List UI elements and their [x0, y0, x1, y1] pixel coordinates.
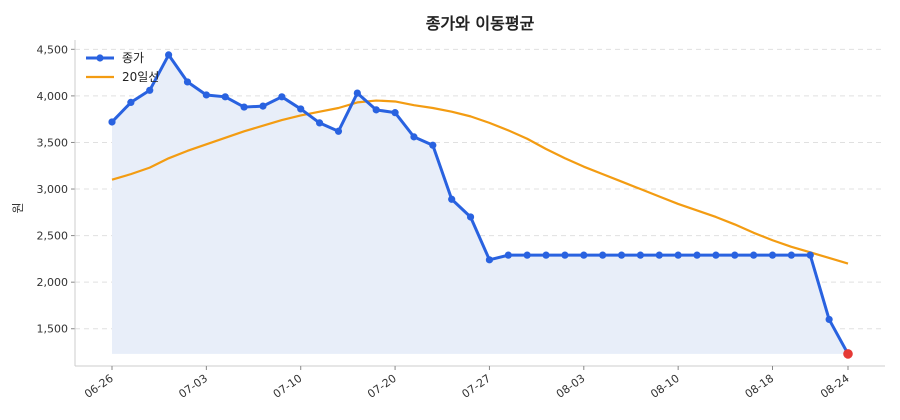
close-point	[806, 251, 814, 259]
close-point	[523, 251, 531, 259]
x-tick-label: 08-24	[818, 372, 852, 401]
y-tick-label: 3,000	[37, 183, 69, 196]
close-point	[674, 251, 682, 259]
close-point	[353, 89, 361, 97]
y-axis-title: 원	[11, 202, 25, 213]
close-point	[825, 315, 833, 324]
y-tick-label: 4,500	[37, 43, 69, 56]
close-point	[636, 251, 645, 259]
series-layer	[108, 51, 853, 359]
close-point	[448, 195, 456, 203]
close-point	[617, 251, 626, 259]
close-point	[278, 93, 286, 101]
close-point	[731, 251, 739, 259]
close-point	[259, 102, 267, 110]
y-tick-label: 2,000	[37, 276, 69, 289]
x-tick-label: 07-27	[460, 372, 494, 401]
close-point	[466, 213, 475, 221]
close-point	[315, 119, 324, 127]
area-layer	[112, 54, 848, 354]
close-point	[599, 251, 607, 259]
x-tick-label: 08-03	[554, 372, 588, 401]
chart-legend: 종가 20일선	[86, 51, 159, 84]
close-point	[542, 251, 550, 259]
close-point	[240, 103, 248, 111]
close-point	[297, 105, 305, 113]
y-tick-label: 4,000	[37, 90, 69, 103]
x-tick-label: 07-20	[365, 372, 399, 401]
close-point	[410, 133, 418, 141]
close-point	[108, 118, 116, 126]
y-tick-label: 2,500	[37, 230, 69, 243]
y-tick-label: 3,500	[37, 136, 69, 149]
legend-close-label: 종가	[122, 51, 144, 65]
close-point	[221, 93, 229, 101]
close-point	[768, 251, 777, 259]
close-point	[712, 251, 720, 259]
close-point	[580, 251, 588, 259]
x-tick-label: 07-10	[271, 372, 305, 401]
close-point	[183, 78, 192, 86]
close-point	[202, 91, 210, 99]
close-point	[391, 109, 399, 117]
legend-close-marker	[96, 54, 104, 62]
y-tick-label: 1,500	[37, 323, 69, 336]
close-point	[165, 51, 173, 59]
close-point	[127, 98, 135, 107]
close-point	[655, 251, 663, 259]
x-tick-label: 08-10	[648, 372, 682, 401]
chart-title: 종가와 이동평균	[426, 14, 535, 33]
close-line	[110, 53, 850, 355]
close-point	[750, 251, 758, 259]
close-point	[372, 106, 380, 114]
close-point	[787, 251, 795, 259]
x-tick-label: 06-26	[82, 372, 116, 401]
legend-ma-label: 20일선	[122, 70, 159, 84]
close-point	[561, 251, 569, 259]
close-last-point	[843, 349, 853, 359]
x-tick-label: 08-18	[743, 372, 777, 401]
close-point	[334, 127, 343, 135]
ma20-line	[111, 99, 849, 265]
close-area-fill	[112, 54, 848, 354]
close-point	[504, 251, 512, 259]
close-point	[693, 251, 701, 259]
close-point	[146, 86, 154, 94]
close-point	[429, 141, 437, 149]
x-tick-label: 07-03	[176, 372, 210, 401]
close-point	[485, 256, 494, 264]
